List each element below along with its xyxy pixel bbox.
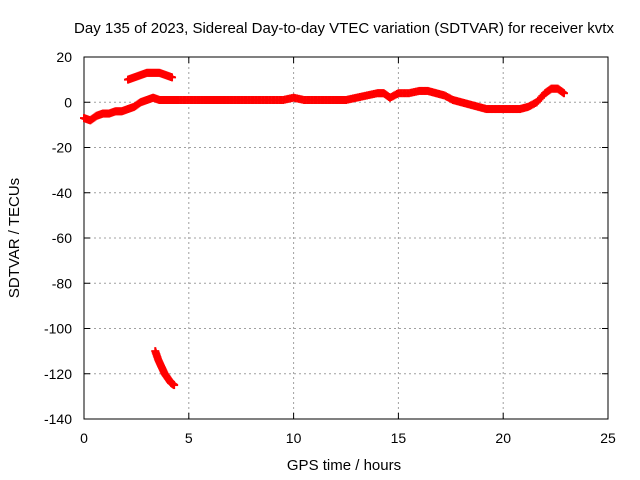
y-tick-label: -120 — [44, 366, 72, 382]
y-axis-label: SDTVAR / TECUs — [6, 178, 23, 298]
x-tick-label: 10 — [286, 430, 302, 446]
y-tick-label: -80 — [52, 275, 72, 291]
x-tick-label: 0 — [80, 430, 88, 446]
data-point — [168, 73, 177, 82]
y-tick-label: -20 — [52, 140, 72, 156]
y-tick-label: -60 — [52, 230, 72, 246]
y-tick-label: -40 — [52, 185, 72, 201]
series-main-trace — [80, 84, 568, 125]
x-tick-label: 25 — [600, 430, 616, 446]
y-tick-label: -140 — [44, 411, 72, 427]
series-upper-arc — [124, 68, 177, 84]
axis-ticks: 0 5 10 15 20 25 -140 -120 -100 -80 -60 -40 -20 0 20 — [44, 49, 616, 446]
chart-title: Day 135 of 2023, Sidereal Day-to-day VTE… — [74, 20, 614, 37]
data-points — [80, 68, 568, 390]
x-tick-label: 20 — [495, 430, 511, 446]
grid — [84, 57, 608, 419]
y-tick-label: 20 — [56, 49, 72, 65]
x-tick-label: 15 — [391, 430, 407, 446]
series-low-outlier — [151, 347, 179, 390]
y-tick-label: 0 — [64, 94, 72, 110]
x-tick-label: 5 — [185, 430, 193, 446]
data-point — [170, 381, 179, 390]
x-axis-label: GPS time / hours — [287, 457, 401, 474]
data-point — [559, 89, 568, 98]
y-tick-label: -100 — [44, 321, 72, 337]
